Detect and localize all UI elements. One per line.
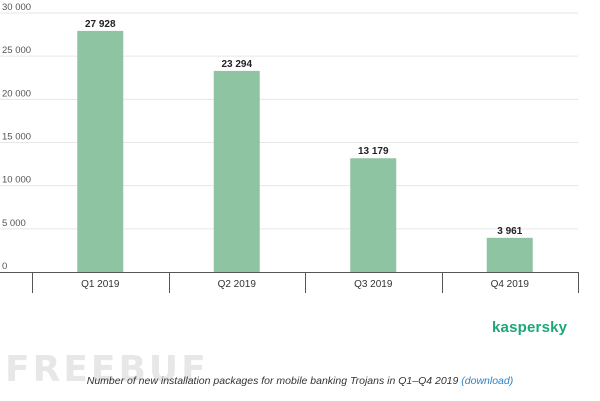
data-label: 3 961 (497, 226, 522, 237)
data-label: 23 294 (221, 59, 252, 70)
y-tick-label: 0 (2, 261, 7, 272)
y-tick-label: 30 000 (2, 2, 31, 13)
download-link[interactable]: (download) (461, 375, 514, 387)
x-tick-label: Q2 2019 (218, 279, 257, 290)
y-tick-label: 5 000 (2, 218, 26, 229)
y-tick-label: 15 000 (2, 132, 31, 143)
data-label: 13 179 (358, 146, 389, 157)
x-tick-label: Q3 2019 (354, 279, 393, 290)
x-tick-label: Q1 2019 (81, 279, 120, 290)
data-label: 27 928 (85, 19, 116, 30)
brand-logo: kaspersky (492, 319, 568, 336)
y-tick-label: 25 000 (2, 45, 31, 56)
bar (77, 30, 124, 272)
y-tick-label: 20 000 (2, 88, 31, 99)
bar (213, 70, 260, 272)
bar (486, 237, 533, 272)
bar-chart: 0 5 000 10 000 15 000 20 000 25 000 30 000 27 9… (0, 2, 579, 293)
y-tick-label: 10 000 (2, 175, 31, 186)
x-tick-label: Q4 2019 (491, 279, 530, 290)
caption-text: Number of new installation packages for … (86, 375, 459, 387)
bar (350, 158, 397, 272)
chart-caption: Number of new installation packages for … (0, 375, 600, 387)
